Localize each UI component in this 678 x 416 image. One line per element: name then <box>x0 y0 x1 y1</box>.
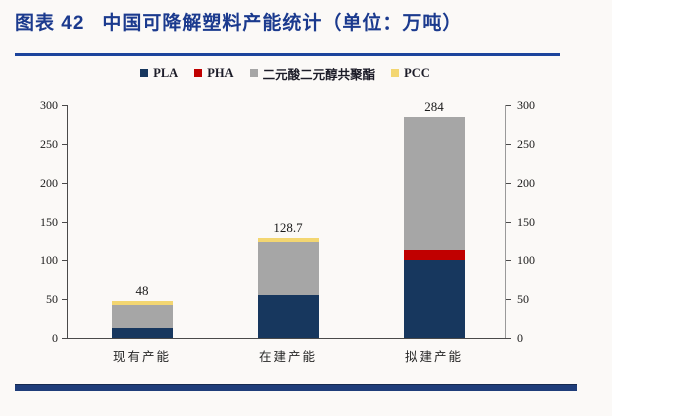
bar-segment-二元酸二元醇共聚酯 <box>111 304 173 328</box>
legend-swatch-icon <box>391 69 400 77</box>
legend-swatch-icon <box>249 69 258 77</box>
y-axis-tick-right <box>506 144 511 145</box>
y-axis-label-left: 150 <box>40 215 58 229</box>
bar-segment-PLA <box>257 295 319 338</box>
y-axis-tick-right <box>506 299 511 300</box>
chart-legend: PLA PHA 二元酸二元醇共聚酯 PCC <box>60 64 510 82</box>
y-axis-label-left: 0 <box>52 331 58 345</box>
y-axis-right <box>505 105 506 338</box>
legend-item-PLA: PLA <box>140 66 178 81</box>
y-axis-label-right: 50 <box>517 292 529 306</box>
bar-value-label: 48 <box>135 282 149 298</box>
y-axis-tick-right <box>506 222 511 223</box>
legend-item-PCC: PCC <box>391 66 430 81</box>
y-axis-label-right: 100 <box>517 253 535 267</box>
bar-segment-PHA <box>403 250 465 261</box>
bar-segment-PLA <box>403 260 465 338</box>
bar-value-label: 284 <box>424 99 444 115</box>
legend-label: 二元酸二元醇共聚酯 <box>262 67 376 82</box>
bar-segment-PCC <box>257 238 319 242</box>
figure-header: 图表 42 中国可降解塑料产能统计（单位：万吨） <box>15 8 575 42</box>
y-axis-tick-left <box>62 299 67 300</box>
bar-segment-二元酸二元醇共聚酯 <box>403 117 465 251</box>
y-axis-tick-right <box>506 183 511 184</box>
y-axis-label-left: 100 <box>40 253 58 267</box>
title-underline <box>15 53 560 56</box>
x-axis-category-label: 在建产能 <box>258 350 317 364</box>
bar-segment-二元酸二元醇共聚酯 <box>257 241 319 296</box>
bar-segment-PCC <box>111 300 173 305</box>
y-axis-tick-left <box>62 338 67 339</box>
report-card <box>0 0 612 416</box>
y-axis-label-right: 200 <box>517 176 535 190</box>
y-axis-label-right: 0 <box>517 331 523 345</box>
legend-swatch-icon <box>194 69 203 77</box>
legend-label: PHA <box>207 65 234 80</box>
y-axis-label-left: 300 <box>40 98 58 112</box>
y-axis-label-left: 50 <box>46 292 58 306</box>
x-axis-category-label: 拟建产能 <box>404 350 463 364</box>
y-axis-tick-left <box>62 183 67 184</box>
figure-title: 中国可降解塑料产能统计（单位：万吨） <box>102 13 463 34</box>
y-axis-label-right: 250 <box>517 137 535 151</box>
y-axis-tick-left <box>62 105 67 106</box>
y-axis-tick-right <box>506 105 511 106</box>
legend-item-PHA: PHA <box>194 65 234 81</box>
y-axis-label-left: 200 <box>40 176 58 190</box>
y-axis-tick-left <box>62 260 67 261</box>
legend-swatch-icon <box>140 69 149 77</box>
y-axis-label-right: 300 <box>517 98 535 112</box>
y-axis-tick-right <box>506 260 511 261</box>
y-axis-tick-left <box>62 144 67 145</box>
x-axis-category-label: 现有产能 <box>112 350 171 364</box>
y-axis-label-right: 150 <box>517 215 535 229</box>
x-axis <box>67 338 506 339</box>
y-axis-tick-left <box>62 222 67 223</box>
y-axis-left <box>67 105 68 338</box>
y-axis-tick-right <box>506 338 511 339</box>
legend-label: PLA <box>153 65 179 80</box>
y-axis-label-left: 250 <box>40 137 58 151</box>
bar-segment-PLA <box>111 327 173 338</box>
legend-item-二元酸二元醇共聚酯: 二元酸二元醇共聚酯 <box>249 64 376 83</box>
bar-value-label: 128.7 <box>273 220 303 236</box>
figure-label: 图表 42 <box>15 13 85 34</box>
legend-label: PCC <box>404 65 430 80</box>
footer-divider-bar <box>15 384 577 391</box>
